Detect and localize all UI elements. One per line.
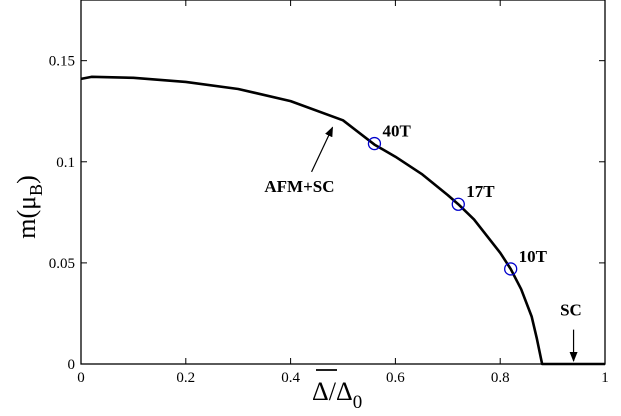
axes [80, 0, 606, 365]
x-axis-label: Δ/Δ0 [312, 369, 362, 413]
y-tick-label: 0.05 [49, 256, 75, 272]
field-markers: 40T 17T 10T [367, 122, 548, 276]
y-tick-label: 0 [68, 357, 76, 373]
afm-sc-arrow [311, 126, 334, 173]
axis-ticks: 0 0.2 0.4 0.6 0.8 1 0 0.05 0.1 0.15 [49, 0, 609, 386]
field-marker-label: 40T [382, 122, 411, 141]
x-tick-label: 1 [601, 370, 609, 386]
y-tick-label: 0.15 [49, 54, 75, 70]
field-marker-point [367, 136, 382, 151]
y-axis-label-main: m(μ [12, 196, 41, 239]
phase-boundary-line [80, 75, 605, 366]
x-tick-label: 0.6 [386, 370, 405, 386]
svg-text:m(μB): m(μB) [12, 175, 46, 239]
y-axis-label: m(μB) [12, 175, 46, 239]
y-axis-label-close: ) [12, 175, 41, 184]
sc-label: SC [560, 300, 582, 319]
x-axis-label-subscript: 0 [353, 392, 363, 413]
plot-frame [80, 0, 606, 365]
field-marker-point [451, 197, 465, 211]
field-marker-label: 10T [519, 247, 548, 266]
afm-sc-label: AFM+SC [264, 177, 334, 196]
field-marker-point [504, 262, 518, 276]
y-tick-label: 0.1 [56, 155, 75, 171]
x-tick-label: 0 [77, 370, 85, 386]
svg-text:Δ/Δ0: Δ/Δ0 [312, 377, 362, 413]
y-axis-label-subscript: B [26, 184, 46, 196]
field-marker-label: 17T [466, 182, 495, 201]
x-tick-label: 0.8 [491, 370, 510, 386]
annotations: AFM+SC SC [264, 126, 582, 362]
x-tick-label: 0.2 [176, 370, 195, 386]
x-tick-label: 0.4 [281, 370, 300, 386]
x-axis-label-rest: /Δ [329, 377, 353, 406]
phase-boundary-curve-group [80, 75, 605, 366]
x-axis-label-delta: Δ [312, 377, 329, 406]
